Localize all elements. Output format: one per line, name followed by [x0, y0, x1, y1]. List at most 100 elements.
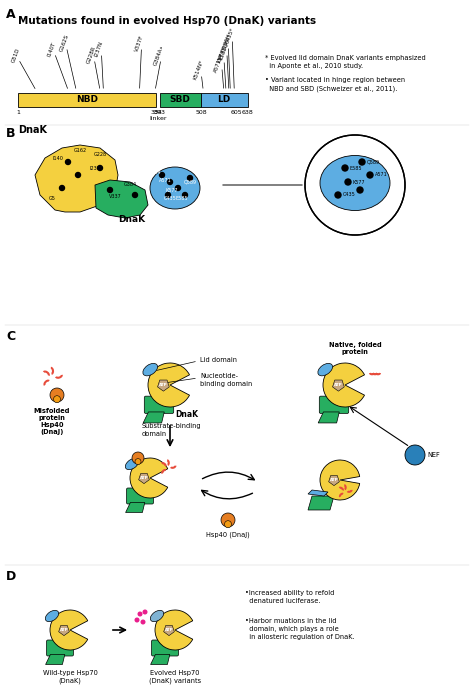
Text: Nucleotide-
binding domain: Nucleotide- binding domain [200, 373, 252, 386]
Ellipse shape [125, 458, 139, 470]
Wedge shape [130, 458, 168, 498]
Text: linker: linker [149, 116, 167, 121]
Wedge shape [148, 363, 190, 407]
Polygon shape [35, 145, 118, 212]
Text: •Harbor muations in the lid
  domain, which plays a role
  in allosteric regulat: •Harbor muations in the lid domain, whic… [245, 618, 355, 640]
Text: Q589H: Q589H [220, 33, 232, 52]
Text: Lid domain: Lid domain [200, 357, 237, 363]
Circle shape [65, 159, 71, 165]
Circle shape [342, 165, 348, 171]
Text: G162S: G162S [59, 34, 70, 53]
Text: Wild-type Hsp70
(DnaK): Wild-type Hsp70 (DnaK) [43, 670, 98, 684]
Polygon shape [308, 496, 334, 510]
Ellipse shape [150, 610, 164, 621]
Circle shape [345, 179, 351, 185]
Text: ATP: ATP [330, 478, 338, 482]
Text: I237: I237 [90, 165, 100, 170]
Wedge shape [320, 460, 360, 500]
Text: ATP: ATP [164, 628, 173, 632]
Circle shape [143, 610, 147, 614]
Text: A571V*: A571V* [214, 53, 226, 74]
Text: K514: K514 [149, 170, 161, 174]
FancyBboxPatch shape [46, 640, 73, 656]
Polygon shape [143, 412, 164, 423]
Text: D: D [6, 570, 16, 583]
Text: •Increased ability to refold
  denatured luciferase.: •Increased ability to refold denatured l… [245, 590, 334, 604]
Text: I140T: I140T [47, 41, 57, 57]
Circle shape [175, 186, 181, 190]
Text: V337F: V337F [134, 34, 145, 52]
Circle shape [357, 187, 363, 193]
Circle shape [135, 459, 141, 464]
Text: B: B [6, 127, 16, 140]
Bar [18, 93, 156, 107]
Text: Hsp40
(DnaJ): Hsp40 (DnaJ) [40, 422, 64, 435]
Circle shape [221, 513, 235, 527]
Text: G384A•: G384A• [153, 44, 165, 66]
Text: V337: V337 [109, 195, 121, 199]
Text: Mutations found in evolved Hsp70 (DnaK) variants: Mutations found in evolved Hsp70 (DnaK) … [18, 16, 316, 26]
Circle shape [98, 165, 102, 170]
Circle shape [367, 172, 373, 178]
Circle shape [167, 179, 173, 184]
Bar [160, 93, 201, 107]
Ellipse shape [150, 167, 200, 209]
Text: E585: E585 [350, 165, 363, 170]
Text: ATP: ATP [140, 476, 148, 480]
Circle shape [335, 192, 341, 198]
Text: Misfolded
protein: Misfolded protein [34, 408, 70, 421]
Polygon shape [46, 655, 65, 664]
Text: K514N*: K514N* [193, 60, 205, 81]
Bar [201, 93, 248, 107]
Text: K577: K577 [217, 49, 227, 63]
Text: E585Q*: E585Q* [219, 38, 230, 60]
Text: G228: G228 [93, 152, 107, 158]
FancyBboxPatch shape [319, 396, 349, 414]
Polygon shape [95, 180, 148, 218]
Circle shape [359, 159, 365, 165]
Circle shape [165, 193, 171, 197]
Text: Evolved Hsp70
(DnaK) variants: Evolved Hsp70 (DnaK) variants [149, 670, 201, 684]
Circle shape [182, 193, 188, 197]
Text: A571: A571 [159, 177, 172, 183]
Ellipse shape [46, 610, 59, 621]
Circle shape [405, 445, 425, 465]
FancyBboxPatch shape [127, 488, 154, 504]
Text: K577: K577 [166, 188, 178, 193]
Text: 508: 508 [195, 110, 207, 115]
Circle shape [305, 135, 405, 235]
Circle shape [141, 620, 145, 624]
Text: • Variant located in hinge region between
  NBD and SBD (Schweizer et al., 2011): • Variant located in hinge region betwee… [265, 77, 405, 92]
Text: DnaK: DnaK [175, 410, 198, 419]
Text: C: C [6, 330, 15, 343]
Text: A: A [6, 8, 16, 21]
Text: Q589: Q589 [367, 159, 380, 165]
Text: * Evolved lid domain DnaK variants emphasized
  in Aponte et al., 2010 study.: * Evolved lid domain DnaK variants empha… [265, 55, 426, 69]
Text: E585: E585 [176, 195, 188, 200]
Circle shape [54, 395, 61, 402]
Circle shape [50, 388, 64, 402]
Circle shape [138, 612, 142, 616]
Text: 605: 605 [230, 110, 242, 115]
Circle shape [132, 452, 144, 464]
Text: A571: A571 [375, 172, 388, 177]
FancyBboxPatch shape [152, 640, 179, 656]
Text: ATP: ATP [334, 383, 343, 387]
Text: ATP: ATP [159, 383, 168, 387]
Circle shape [188, 176, 192, 181]
FancyBboxPatch shape [144, 396, 173, 414]
Circle shape [133, 193, 137, 197]
Polygon shape [126, 502, 145, 512]
Circle shape [108, 188, 112, 193]
Circle shape [60, 186, 64, 190]
Text: C435*: C435* [225, 26, 235, 44]
Text: DnaK: DnaK [18, 125, 47, 135]
Ellipse shape [320, 156, 390, 211]
Circle shape [75, 172, 81, 177]
Text: Native, folded
protein: Native, folded protein [328, 341, 381, 355]
Text: Hsp40 (DnaJ): Hsp40 (DnaJ) [206, 532, 250, 539]
Wedge shape [323, 363, 365, 407]
Text: I140: I140 [53, 156, 64, 161]
Text: G162: G162 [73, 147, 87, 152]
Circle shape [135, 618, 139, 622]
